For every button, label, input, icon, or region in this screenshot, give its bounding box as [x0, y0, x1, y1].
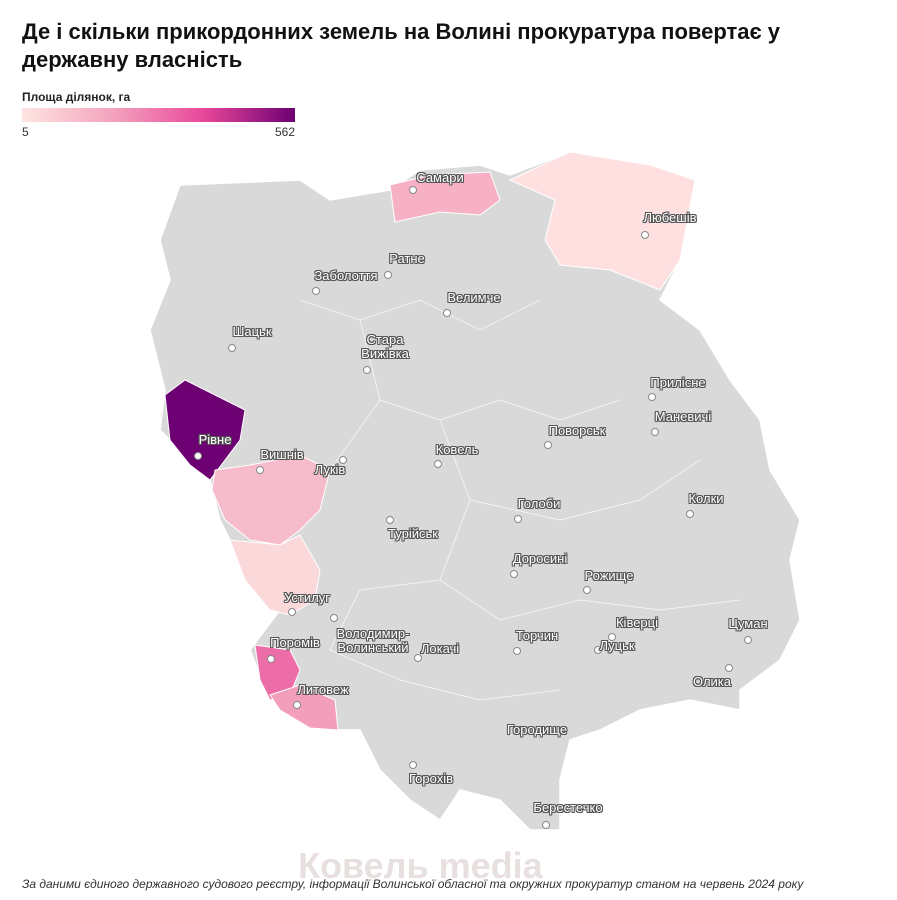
place-dot [386, 516, 394, 524]
place-dot [510, 570, 518, 578]
place-dot [651, 428, 659, 436]
region [269, 684, 339, 731]
place-label: Цуман [728, 616, 768, 631]
place-dot [384, 271, 392, 279]
place-dot [409, 186, 417, 194]
place-label: Поворськ [548, 423, 606, 438]
place-dot [194, 452, 202, 460]
place-label: Любешів [643, 210, 697, 225]
district-borders [299, 299, 741, 701]
place-dot [363, 366, 371, 374]
place-label: Ковель [435, 442, 479, 457]
place-dot [339, 456, 347, 464]
place-label: Луків [314, 462, 346, 477]
region [211, 454, 331, 546]
place-label: Горохів [408, 771, 453, 786]
place-label: Рівне [198, 432, 232, 447]
place-dot [608, 633, 616, 641]
place-label: Ківерці [615, 615, 658, 630]
place-dot [583, 586, 591, 594]
place-label: Доросині [512, 551, 568, 566]
place-dot [686, 510, 694, 518]
place-dot [443, 309, 451, 317]
place-label: Городище [506, 722, 568, 737]
place-label: Олика [692, 674, 732, 689]
place-label: Стара Вижівка [361, 332, 409, 361]
region [508, 151, 696, 291]
place-label: Рожище [584, 568, 634, 583]
source-note: За даними єдиного державного судового ре… [22, 877, 804, 891]
place-dot [228, 344, 236, 352]
watermark: Ковель media [298, 845, 543, 886]
place-dot [330, 614, 338, 622]
region [229, 534, 321, 616]
place-dot [312, 287, 320, 295]
place-label: Поромів [270, 635, 320, 650]
place-label: Заболоття [314, 268, 378, 283]
place-label: Шацьк [232, 324, 272, 339]
place-label: Литовеж [297, 682, 349, 697]
legend-min: 5 [22, 125, 29, 139]
place-label: Торчин [515, 628, 559, 643]
legend-gradient [22, 108, 295, 122]
place-label: Ратне [389, 251, 425, 266]
place-dot [288, 608, 296, 616]
place-label: Берестечко [533, 800, 603, 815]
legend-title: Площа ділянок, га [22, 90, 131, 104]
place-dot [544, 441, 552, 449]
place-label: Турійськ [388, 526, 438, 541]
place-label: Велимче [447, 290, 501, 305]
place-label: Прилісне [650, 375, 706, 390]
region [389, 171, 501, 223]
place-dot [542, 821, 550, 829]
place-dot [293, 701, 301, 709]
place-dot [516, 726, 524, 734]
place-label: Локачі [420, 641, 460, 656]
place-dot [641, 231, 649, 239]
place-label: Колки [688, 491, 724, 506]
place-label: Володимир-Волинський [336, 626, 410, 655]
legend-max: 562 [274, 125, 295, 139]
place-dot [744, 636, 752, 644]
region [164, 379, 246, 481]
place-label: Устилуг [284, 590, 330, 605]
place-dot [409, 761, 417, 769]
place-dot [267, 655, 275, 663]
place-label: Луцьк [599, 638, 635, 653]
place-dot [514, 515, 522, 523]
title: Де і скільки прикордонних земель на Воли… [22, 19, 781, 72]
place-dot [434, 460, 442, 468]
place-label: Вишнів [260, 447, 304, 462]
place-dot [725, 664, 733, 672]
place-label: Голоби [517, 496, 561, 511]
place-dot [414, 654, 422, 662]
place-dot [648, 393, 656, 401]
place-dot [594, 646, 602, 654]
place-dot [513, 647, 521, 655]
place-dot [256, 466, 264, 474]
place-label: Маневичі [654, 409, 712, 424]
place-label: Самари [416, 170, 464, 185]
